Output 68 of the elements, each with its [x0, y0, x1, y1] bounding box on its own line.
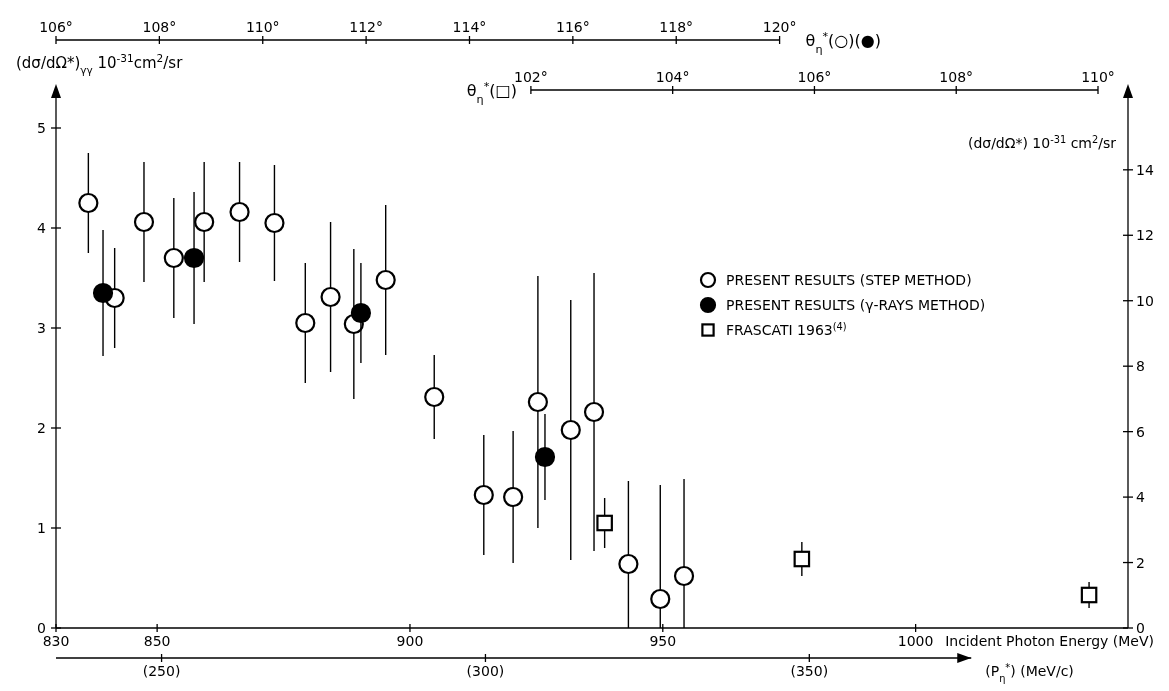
y2-tick-label: 6 — [1136, 423, 1145, 440]
text: 118° — [659, 19, 694, 35]
point — [183, 247, 205, 269]
text: 106° — [797, 69, 832, 85]
point — [78, 192, 99, 214]
text: 104° — [655, 69, 690, 85]
text: 102° — [514, 69, 548, 85]
text: 112° — [349, 19, 383, 35]
legend-label: PRESENT RESULTS (STEP METHOD) — [726, 272, 972, 288]
y-tick-label: 4 — [37, 220, 47, 236]
point — [92, 282, 114, 304]
y-tick-label: 5 — [37, 120, 46, 136]
x2-tick-label: (350) — [790, 663, 829, 679]
x-axis-title: Incident Photon Energy (MeV) — [945, 633, 1154, 649]
x-tick-label: 900 — [396, 633, 424, 649]
y-tick-label: 2 — [37, 420, 46, 436]
point — [133, 211, 155, 233]
legend-label: PRESENT RESULTS (γ-RAYS METHOD) — [726, 297, 986, 313]
point — [320, 286, 341, 308]
point — [596, 514, 613, 532]
y-axis-title: (dσ/dΩ*)$_{γγ}$ 10$^{-31}$cm$^{2}$/sr — [16, 52, 184, 76]
point — [424, 386, 445, 408]
text: 106° — [39, 19, 73, 35]
y2-tick-label: 2 — [1136, 554, 1145, 571]
x-tick-label: 1000 — [897, 633, 934, 649]
y2-tick-label: 4 — [1136, 489, 1145, 506]
y2-tick-label: 14 — [1136, 161, 1154, 178]
text: 108° — [939, 69, 974, 85]
x-tick-label: 850 — [143, 633, 171, 649]
text: 108° — [142, 19, 177, 35]
point — [503, 486, 524, 508]
text: 110° — [1081, 69, 1115, 85]
x2-axis-title: (P$_{η}$$^{*}$) (MeV/c) — [985, 661, 1074, 684]
point — [650, 588, 671, 610]
y2-tick-label: 10 — [1136, 292, 1154, 309]
y2-tick-label: 0 — [1136, 620, 1145, 636]
y2-tick-label: 8 — [1136, 358, 1145, 375]
point — [473, 484, 494, 506]
y2-tick-label: 12 — [1136, 227, 1154, 244]
point — [264, 212, 285, 234]
point — [527, 391, 548, 413]
x-tick-label: 950 — [649, 633, 677, 649]
point — [229, 201, 250, 223]
point — [793, 550, 811, 568]
point — [163, 247, 184, 269]
text: 114° — [452, 19, 487, 35]
y-tick-label: 3 — [37, 320, 46, 336]
y-tick-label: 1 — [37, 520, 46, 536]
point — [560, 419, 581, 441]
legend-label: FRASCATI 1963$^{(4)}$ — [726, 320, 847, 338]
point — [295, 312, 316, 334]
point — [583, 401, 605, 423]
x2-tick-label: (250) — [142, 663, 181, 679]
point — [375, 269, 396, 291]
text: θ$_{η}$$^{*}$(○)(●) — [805, 29, 881, 56]
y2-axis-title: (dσ/dΩ*) 10$^{-31}$ cm$^{2}$/sr — [967, 133, 1117, 151]
point — [194, 211, 215, 233]
point — [618, 553, 639, 575]
y-tick-label: 0 — [37, 620, 46, 636]
point — [1080, 586, 1098, 604]
text: 120° — [762, 19, 797, 35]
x-tick-label: 830 — [42, 633, 70, 649]
text: 116° — [555, 19, 590, 35]
point — [350, 302, 372, 324]
x2-tick-label: (300) — [466, 663, 505, 679]
text: 110° — [245, 19, 280, 35]
point — [673, 565, 695, 587]
point — [534, 446, 556, 468]
